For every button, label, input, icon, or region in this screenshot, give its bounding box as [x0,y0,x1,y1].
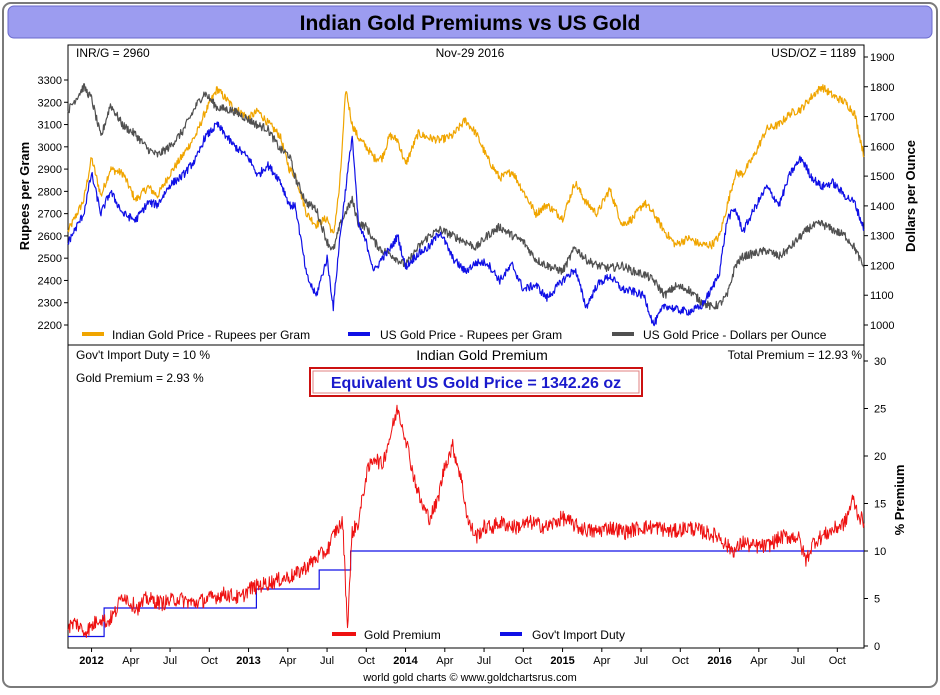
series-indian-gold-line [67,84,865,250]
left-tick-label: 3100 [38,120,62,132]
x-tick-label: Apr [436,655,453,667]
right-tick-label: 1900 [870,52,894,64]
x-tick-label: Oct [515,655,532,667]
premium-tick-label: 5 [874,594,880,606]
total-premium-readout: Total Premium = 12.93 % [728,348,863,362]
x-tick-label: Oct [358,655,375,667]
x-tick-label: 2016 [707,655,731,667]
right-tick-label: 1700 [870,112,894,124]
x-tick-label: Apr [750,655,767,667]
import-duty-readout: Gov't Import Duty = 10 % [76,348,210,362]
premium-tick-label: 25 [874,404,886,416]
x-tick-label: Jul [477,655,491,667]
left-tick-label: 2700 [38,209,62,221]
series-us-gold-dollars-line [67,83,865,310]
x-tick-label: Jul [791,655,805,667]
legend-import-duty: Gov't Import Duty [532,628,625,642]
right-tick-label: 1200 [870,260,894,272]
right-tick-label: 1500 [870,171,894,183]
left-tick-label: 2600 [38,231,62,243]
left-tick-label: 2800 [38,186,62,198]
right-tick-label: 1400 [870,201,894,213]
usd-per-ounce-readout: USD/OZ = 1189 [771,46,856,60]
x-tick-label: 2015 [550,655,574,667]
right-tick-label: 1800 [870,82,894,94]
x-tick-label: Apr [122,655,139,667]
x-tick-label: 2013 [236,655,260,667]
x-tick-label: Oct [829,655,846,667]
left-tick-label: 3300 [38,75,62,87]
right-axis-label: Dollars per Ounce [903,140,918,252]
x-tick-label: Apr [593,655,610,667]
legend-us-gold-rupees: US Gold Price - Rupees per Gram [380,328,562,342]
left-tick-label: 2500 [38,253,62,265]
equivalent-price-text: Equivalent US Gold Price = 1342.26 oz [331,375,621,392]
right-tick-label: 1000 [870,320,894,332]
right-tick-label: 1100 [870,290,894,302]
x-tick-label: Jul [163,655,177,667]
x-tick-label: Jul [320,655,334,667]
right-tick-label: 1300 [870,231,894,243]
legend-gold-premium: Gold Premium [364,628,441,642]
left-tick-label: 2300 [38,298,62,310]
left-axis-label: Rupees per Gram [17,142,32,250]
premium-tick-label: 10 [874,546,886,558]
left-tick-label: 3200 [38,97,62,109]
premium-tick-label: 15 [874,499,886,511]
left-tick-label: 3000 [38,142,62,154]
premium-tick-label: 0 [874,641,880,653]
footer-credit: world gold charts © www.goldchartsrus.co… [362,672,577,684]
left-tick-label: 2400 [38,275,62,287]
x-tick-label: Apr [279,655,296,667]
x-tick-label: 2012 [79,655,103,667]
x-tick-label: Oct [672,655,689,667]
equivalent-price-box-inner [312,370,640,394]
gold-premium-readout: Gold Premium = 2.93 % [76,371,204,385]
equivalent-price-box [309,367,643,397]
x-tick-label: Oct [201,655,218,667]
right-tick-label: 1600 [870,141,894,153]
chart-title: Indian Gold Premiums vs US Gold [300,12,641,35]
premium-tick-label: 30 [874,356,886,368]
premium-axis-label: % Premium [892,465,907,536]
premium-tick-label: 20 [874,451,886,463]
premium-panel-title: Indian Gold Premium [416,347,548,363]
legend-us-gold-dollars: US Gold Price - Dollars per Ounce [643,328,827,342]
legend-indian-gold: Indian Gold Price - Rupees per Gram [112,328,310,342]
x-tick-label: 2014 [393,655,418,667]
series-us-gold-rupees-line [67,121,865,327]
left-tick-label: 2900 [38,164,62,176]
top-plot-area [67,44,865,346]
title-bar [7,5,933,39]
x-tick-label: Jul [634,655,648,667]
date-readout: Nov-29 2016 [436,46,505,60]
series-gold-premium-line [67,404,865,638]
inr-per-gram-readout: INR/G = 2960 [76,46,150,60]
left-tick-label: 2200 [38,320,62,332]
